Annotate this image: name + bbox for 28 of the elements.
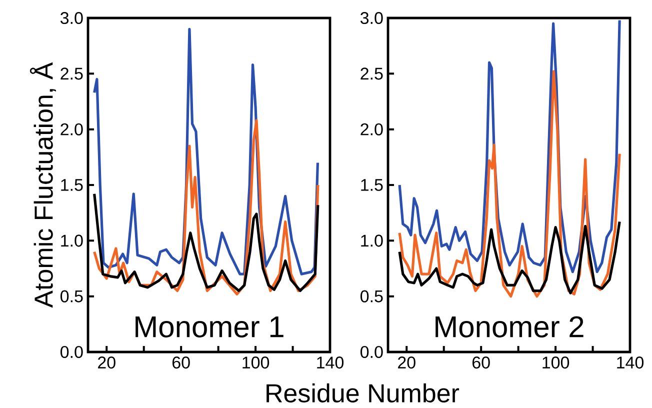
y-tick-label: 3.0 [60, 12, 83, 24]
x-axis-title: Residue Number [266, 383, 460, 402]
x-tick-label: 20 [98, 356, 116, 369]
x-tick-label: 140 [317, 356, 344, 369]
y-tick-label: 0.0 [360, 346, 383, 358]
y-tick-label: 3.0 [360, 12, 383, 24]
y-tick-label: 2.0 [360, 123, 383, 136]
y-tick-label: 2.0 [60, 123, 83, 136]
y-tick-label: 0.0 [60, 346, 83, 358]
y-tick-label: 1.0 [61, 234, 83, 247]
y-tick-label: 1.5 [61, 179, 83, 191]
annotation: Monomer 2 [436, 316, 584, 338]
annotation: Monomer 1 [136, 316, 284, 338]
x-tick-label: 140 [617, 356, 644, 369]
x-tick-label: 60 [472, 356, 490, 369]
y-tick-label: 0.5 [360, 290, 383, 302]
y-tick-label: 0.5 [60, 290, 83, 302]
y-tick-label: 1.0 [361, 234, 383, 247]
y-tick-label: 1.5 [361, 179, 383, 191]
y-tick-label: 2.5 [60, 68, 83, 80]
y-tick-label: 2.5 [360, 68, 383, 80]
line-series [93, 192, 320, 292]
x-tick-label: 20 [398, 356, 416, 369]
y-axis-title: Atomic Fluctuation, Å [30, 62, 56, 308]
line-series [398, 220, 621, 294]
x-tick-label: 100 [242, 356, 270, 369]
x-tick-label: 60 [172, 356, 190, 369]
x-tick-label: 100 [542, 356, 570, 369]
